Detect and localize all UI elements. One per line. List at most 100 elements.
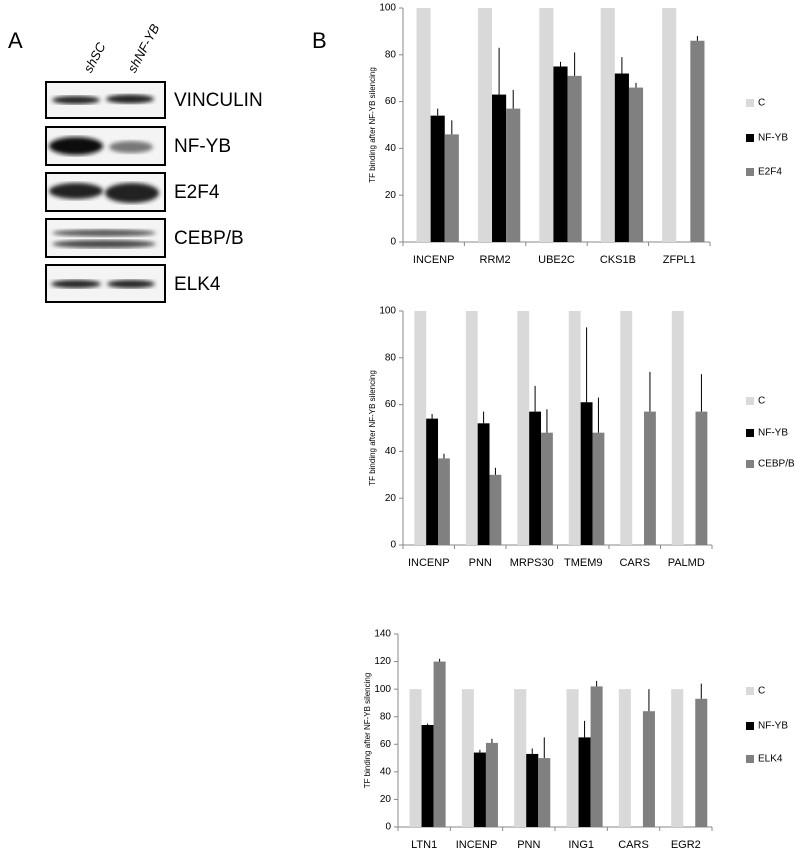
legend-swatch xyxy=(746,99,754,107)
bar xyxy=(578,737,591,827)
y-tick-label: 20 xyxy=(385,190,397,201)
x-tick-label: PNN xyxy=(517,839,540,851)
bar xyxy=(566,689,579,827)
bar xyxy=(600,8,615,242)
legend-label: C xyxy=(758,98,765,109)
blot-label: CEBP/B xyxy=(174,228,244,249)
bar xyxy=(642,711,655,827)
x-tick-label: MRPS30 xyxy=(510,557,554,569)
y-tick-label: 60 xyxy=(385,96,397,107)
bar xyxy=(416,8,431,242)
legend-label: CEBP/B xyxy=(758,459,795,470)
bar xyxy=(538,758,551,827)
bar xyxy=(592,432,605,545)
bar xyxy=(620,311,633,545)
band xyxy=(52,96,100,104)
y-axis-title: TF binding after NF-YB silencing xyxy=(368,370,377,486)
legend-swatch xyxy=(746,687,754,695)
bar xyxy=(517,311,530,545)
legend-swatch xyxy=(746,429,754,437)
bar xyxy=(690,40,705,243)
bar xyxy=(567,75,582,242)
legend-swatch xyxy=(746,755,754,763)
y-tick-label: 100 xyxy=(374,684,391,695)
bar xyxy=(695,698,708,827)
lane-label: shNF-YB xyxy=(124,21,162,75)
band xyxy=(107,280,155,288)
y-tick-label: 120 xyxy=(374,656,391,667)
x-tick-label: ING1 xyxy=(568,839,594,851)
legend-label: NF-YB xyxy=(758,428,788,439)
blot-box xyxy=(45,218,166,258)
legend-label: ELK4 xyxy=(758,754,783,765)
x-tick-label: ZFPL1 xyxy=(663,254,696,266)
bar xyxy=(526,753,539,827)
blot-label: NF-YB xyxy=(174,136,231,157)
bar xyxy=(444,134,459,242)
bar xyxy=(671,689,684,827)
band xyxy=(52,240,156,248)
x-tick-label: PALMD xyxy=(668,557,705,569)
y-axis-title: TF binding after NF-YB silencing xyxy=(368,67,377,183)
bar xyxy=(477,8,493,242)
bar xyxy=(426,418,439,545)
bar xyxy=(414,311,427,545)
x-tick-label: INCENP xyxy=(456,839,498,851)
legend-swatch xyxy=(746,397,754,405)
bar xyxy=(421,724,434,827)
panel-label: B xyxy=(312,28,327,53)
band xyxy=(106,94,154,104)
y-tick-label: 80 xyxy=(385,352,397,363)
y-tick-label: 0 xyxy=(390,540,396,551)
bar xyxy=(465,311,478,545)
bar xyxy=(580,402,593,545)
bar xyxy=(514,689,527,827)
band xyxy=(49,183,103,199)
bar xyxy=(477,423,490,545)
bar xyxy=(489,474,502,545)
x-tick-label: RRM2 xyxy=(480,254,511,266)
blot xyxy=(45,81,166,303)
bar xyxy=(438,458,450,545)
bar xyxy=(662,8,677,242)
y-tick-label: 20 xyxy=(385,493,397,504)
y-tick-label: 100 xyxy=(379,3,396,14)
bar xyxy=(433,661,446,827)
legend-swatch xyxy=(746,168,754,176)
x-tick-label: INCENP xyxy=(408,557,450,569)
legend-label: NF-YB xyxy=(758,133,788,144)
y-tick-label: 20 xyxy=(380,794,392,805)
bar xyxy=(473,752,486,827)
legend-label: C xyxy=(758,396,765,407)
legend-swatch xyxy=(746,134,754,142)
band xyxy=(109,141,153,153)
y-tick-label: 0 xyxy=(385,822,391,833)
legend-label: C xyxy=(758,686,765,697)
x-tick-label: CKS1B xyxy=(600,254,636,266)
y-tick-label: 80 xyxy=(380,711,392,722)
bar xyxy=(430,115,445,242)
band xyxy=(49,137,103,155)
bar xyxy=(553,66,568,242)
blot-label: ELK4 xyxy=(174,274,221,295)
bar xyxy=(541,432,553,545)
bar xyxy=(644,411,656,545)
y-tick-label: 40 xyxy=(385,143,397,154)
y-tick-label: 140 xyxy=(374,629,391,640)
x-tick-label: CARS xyxy=(619,557,650,569)
bar xyxy=(539,8,554,242)
bar xyxy=(628,87,644,242)
y-tick-label: 60 xyxy=(380,739,392,750)
y-tick-label: 0 xyxy=(390,237,396,248)
x-tick-label: EGR2 xyxy=(671,839,701,851)
panel-label: A xyxy=(8,28,23,53)
band xyxy=(51,280,101,288)
y-axis-title: TF binding after NF-YB silencing xyxy=(363,673,372,789)
bar xyxy=(409,689,422,827)
band xyxy=(52,229,156,237)
y-tick-label: 40 xyxy=(385,446,397,457)
bar xyxy=(461,689,474,827)
x-tick-label: LTN1 xyxy=(411,839,437,851)
legend-label: NF-YB xyxy=(758,721,788,732)
